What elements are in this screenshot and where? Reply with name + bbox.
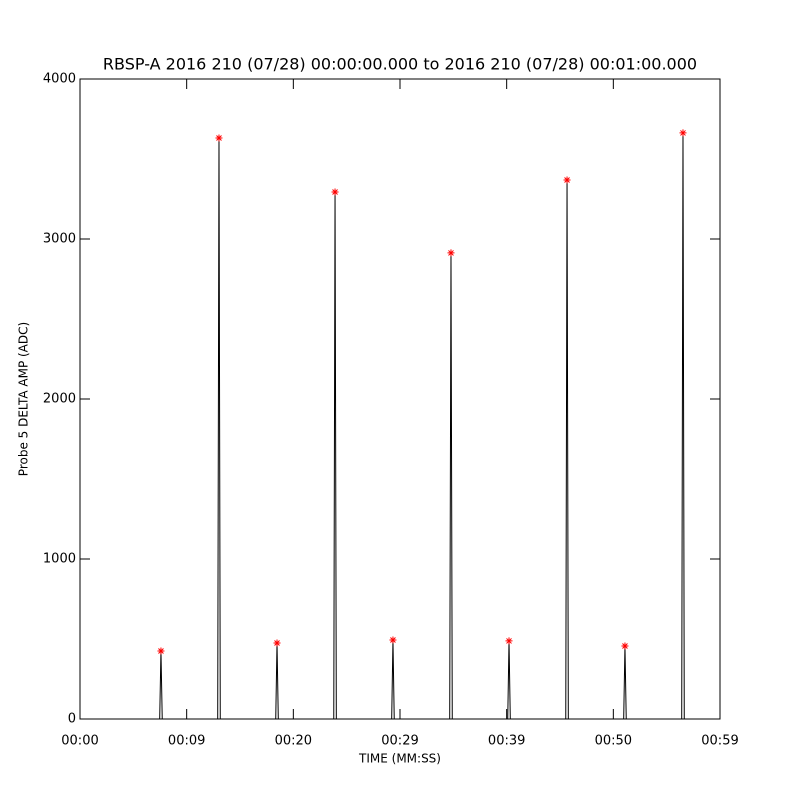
peak-marker <box>273 639 281 647</box>
peak-marker <box>389 636 397 644</box>
peak-marker <box>331 188 339 196</box>
x-tick-label: 00:50 <box>595 734 632 749</box>
peak-marker <box>157 647 165 655</box>
x-tick-label: 00:20 <box>275 734 312 749</box>
peak-marker <box>679 129 687 137</box>
peak-marker <box>563 176 571 184</box>
peak-marker <box>215 134 223 142</box>
x-axis-label: TIME (MM:SS) <box>358 752 441 766</box>
x-tick-label: 00:59 <box>701 734 738 749</box>
plot-frame <box>79 78 721 720</box>
x-tick-label: 00:29 <box>381 734 418 749</box>
y-tick-label: 3000 <box>43 232 76 247</box>
y-tick-label: 1000 <box>43 552 76 567</box>
y-tick-label: 0 <box>68 712 76 727</box>
data-line <box>80 132 720 720</box>
peak-marker <box>621 642 629 650</box>
peak-marker <box>447 249 455 257</box>
y-tick-label: 4000 <box>43 72 76 87</box>
chart-title: RBSP-A 2016 210 (07/28) 00:00:00.000 to … <box>103 55 697 74</box>
x-tick-label: 00:00 <box>61 734 98 749</box>
y-axis-label: Probe 5 DELTA AMP (ADC) <box>17 322 31 476</box>
x-tick-label: 00:09 <box>168 734 205 749</box>
y-tick-label: 2000 <box>43 392 76 407</box>
x-tick-label: 00:39 <box>488 734 525 749</box>
peak-marker <box>505 637 513 645</box>
